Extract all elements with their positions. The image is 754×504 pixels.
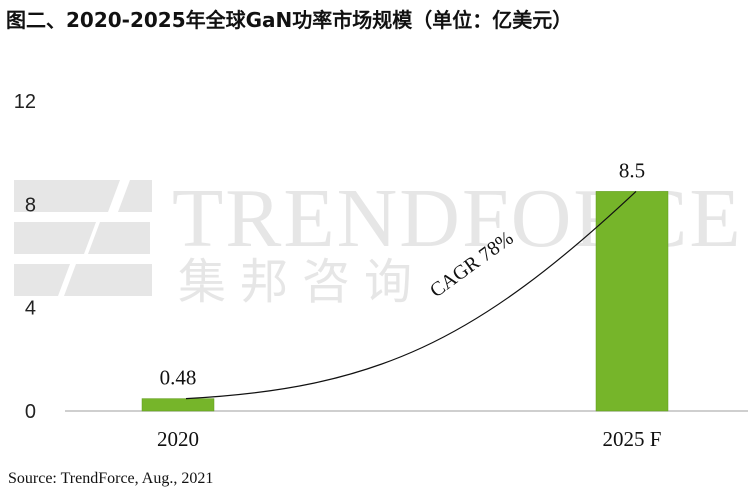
y-tick-label: 12 (14, 91, 36, 113)
cagr-trend-curve (185, 190, 637, 400)
y-tick-label: 4 (25, 298, 36, 320)
x-tick-label: 2025 F (603, 427, 662, 451)
watermark: TRENDFORCE 集邦咨询 (14, 172, 741, 310)
data-labels: 0.48 8.5 (160, 158, 646, 389)
watermark-logo (14, 180, 152, 296)
bars (141, 191, 669, 412)
watermark-brand-cn: 集邦咨询 (178, 254, 426, 310)
bar (141, 398, 215, 412)
bar (595, 191, 669, 412)
x-axis: 2020 2025 F (157, 427, 661, 451)
chart-title: 图二、2020-2025年全球GaN功率市场规模（单位：亿美元） (6, 8, 573, 32)
source-note: Source: TrendForce, Aug., 2021 (8, 470, 214, 487)
data-label: 8.5 (619, 158, 645, 182)
y-tick-label: 0 (25, 401, 36, 423)
y-tick-label: 8 (25, 194, 36, 216)
data-label: 0.48 (160, 366, 197, 390)
y-axis: 0 4 8 12 (14, 91, 36, 423)
x-tick-label: 2020 (157, 427, 199, 451)
